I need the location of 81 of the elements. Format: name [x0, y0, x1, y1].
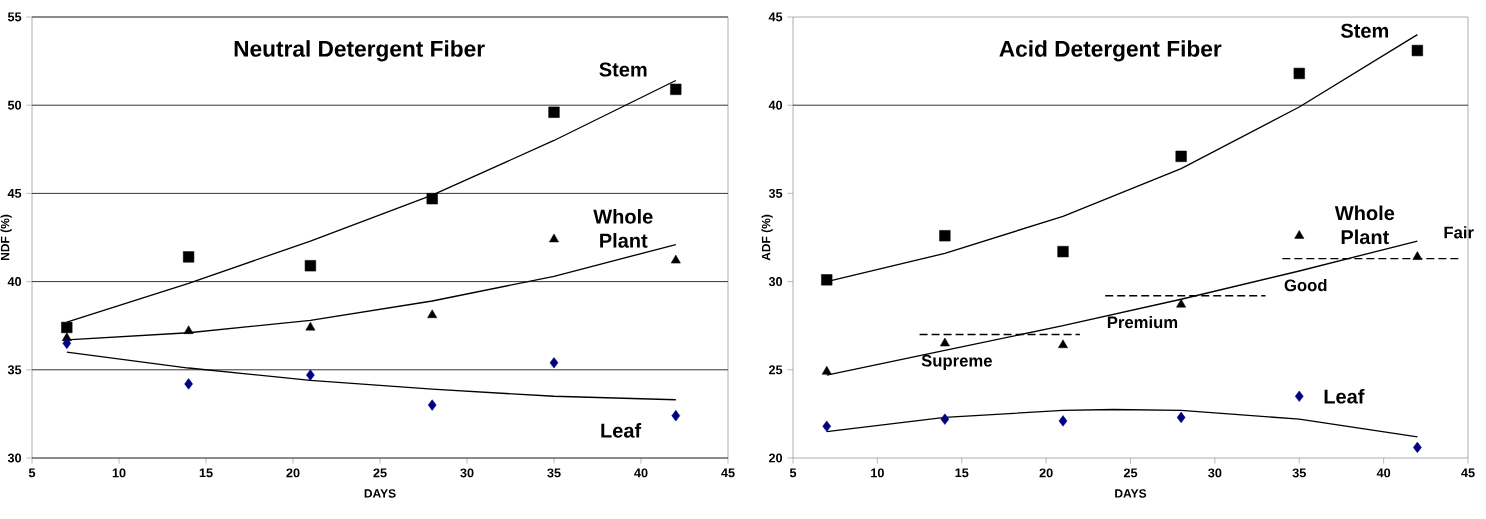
x-tick-label: 45 — [721, 468, 735, 478]
point — [304, 260, 317, 272]
y-tick-label: 30 — [768, 277, 783, 287]
point — [183, 325, 194, 334]
point — [671, 410, 681, 422]
point — [1294, 230, 1305, 239]
x-tick-label: 5 — [789, 468, 797, 478]
y-tick-label: 35 — [768, 188, 783, 198]
x-tick-label: 40 — [634, 468, 648, 478]
x-tick-label: 10 — [112, 468, 126, 478]
y-tick-label: 55 — [7, 12, 22, 22]
y-axis-title: ADF (%) — [761, 214, 773, 261]
y-tick-label: 20 — [768, 453, 783, 463]
series-label: Stem — [1340, 23, 1389, 38]
point — [1176, 298, 1187, 308]
point — [940, 413, 950, 425]
annotation: Fair — [1444, 226, 1474, 239]
text: Acid Detergent Fiber — [999, 40, 1222, 62]
point — [427, 309, 438, 319]
x-tick-label: 20 — [286, 468, 300, 478]
point — [821, 274, 833, 286]
x-tick-label: 10 — [871, 468, 884, 478]
point — [1175, 150, 1187, 162]
x-tick-label: 35 — [547, 468, 561, 478]
point — [1058, 339, 1068, 349]
x-axis-title: DAYS — [364, 489, 396, 498]
point — [821, 365, 832, 375]
point — [184, 378, 193, 390]
annotation: Good — [1284, 278, 1327, 292]
point — [549, 233, 559, 243]
point — [1057, 246, 1069, 258]
point — [670, 83, 682, 95]
line-series — [66, 351, 677, 401]
point — [822, 420, 832, 432]
text: Neutral Detergent Fiber — [234, 40, 485, 62]
point — [62, 337, 72, 349]
point — [1058, 415, 1068, 427]
y-axis-title: NDF (%) — [0, 214, 12, 261]
y-tick-label: 45 — [768, 12, 783, 22]
y-tick-label: 30 — [7, 453, 22, 463]
series-label: Leaf — [601, 423, 642, 438]
y-tick-label: 40 — [768, 100, 783, 110]
x-axis-title: DAYS — [1115, 489, 1147, 498]
point — [549, 357, 559, 369]
x-tick-label: 35 — [1292, 468, 1306, 478]
x-tick-label: 5 — [28, 468, 36, 478]
y-tick-label: 25 — [768, 365, 783, 375]
annotation: Premium — [1107, 315, 1178, 329]
series-label: Whole Plant — [593, 209, 653, 248]
point — [305, 321, 316, 331]
point — [1411, 44, 1423, 57]
point — [670, 254, 681, 264]
point — [426, 193, 438, 205]
point — [427, 399, 437, 411]
point — [548, 106, 560, 118]
point — [1412, 251, 1423, 260]
point — [1294, 390, 1304, 402]
x-tick-label: 30 — [1208, 468, 1222, 478]
y-tick-label: 45 — [7, 188, 22, 198]
x-tick-label: 15 — [199, 468, 213, 478]
annotation: Supreme — [921, 354, 992, 370]
point — [1293, 67, 1305, 80]
x-tick-label: 45 — [1461, 468, 1475, 478]
series-label: Whole Plant — [1334, 205, 1395, 245]
x-tick-label: 30 — [460, 468, 474, 478]
point — [183, 251, 195, 263]
point — [939, 230, 951, 242]
series-label: Stem — [599, 62, 647, 77]
y-tick-label: 40 — [7, 277, 22, 287]
series-label: Leaf — [1324, 388, 1365, 404]
x-tick-label: 20 — [1039, 468, 1053, 478]
point — [1176, 411, 1186, 424]
y-tick-label: 35 — [7, 365, 22, 375]
x-tick-label: 15 — [955, 468, 969, 478]
point — [939, 337, 950, 347]
x-tick-label: 25 — [373, 468, 387, 478]
point — [61, 321, 73, 334]
y-tick-label: 50 — [7, 100, 22, 110]
x-tick-label: 40 — [1376, 468, 1391, 478]
point — [306, 369, 315, 381]
x-tick-label: 25 — [1123, 468, 1138, 478]
